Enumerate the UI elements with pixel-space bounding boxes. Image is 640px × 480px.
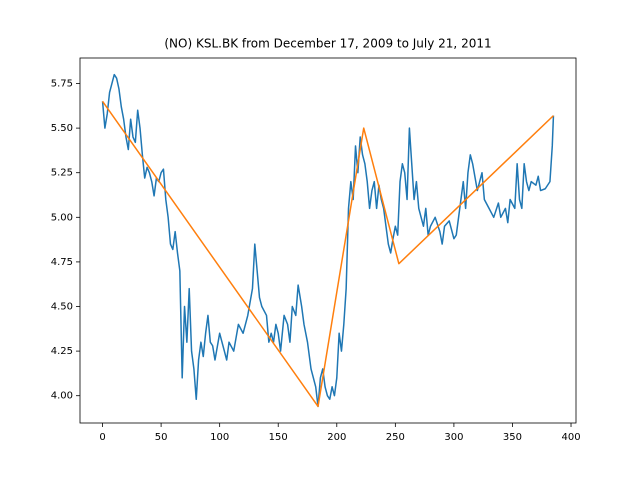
y-tick-label: 4.75: [51, 257, 73, 268]
x-tick-label: 50: [155, 432, 168, 443]
y-tick-label: 5.00: [51, 212, 73, 223]
y-tick-label: 4.50: [51, 302, 73, 313]
x-tick-label: 0: [99, 432, 105, 443]
x-tick-label: 350: [503, 432, 522, 443]
chart-title: (NO) KSL.BK from December 17, 2009 to Ju…: [164, 37, 491, 51]
x-tick-label: 400: [561, 432, 580, 443]
x-tick-label: 250: [386, 432, 405, 443]
y-tick-label: 4.25: [51, 346, 73, 357]
y-tick-label: 5.50: [51, 123, 73, 134]
y-tick-label: 5.75: [51, 79, 73, 90]
x-tick-label: 100: [210, 432, 229, 443]
x-tick-label: 200: [327, 432, 346, 443]
line-series: [101, 73, 555, 408]
x-tick-label: 150: [269, 432, 288, 443]
x-tick-label: 300: [444, 432, 463, 443]
line-series: [101, 100, 554, 408]
y-tick-label: 4.00: [51, 391, 73, 402]
y-tick-label: 5.25: [51, 168, 73, 179]
plot-frame: [79, 57, 577, 424]
